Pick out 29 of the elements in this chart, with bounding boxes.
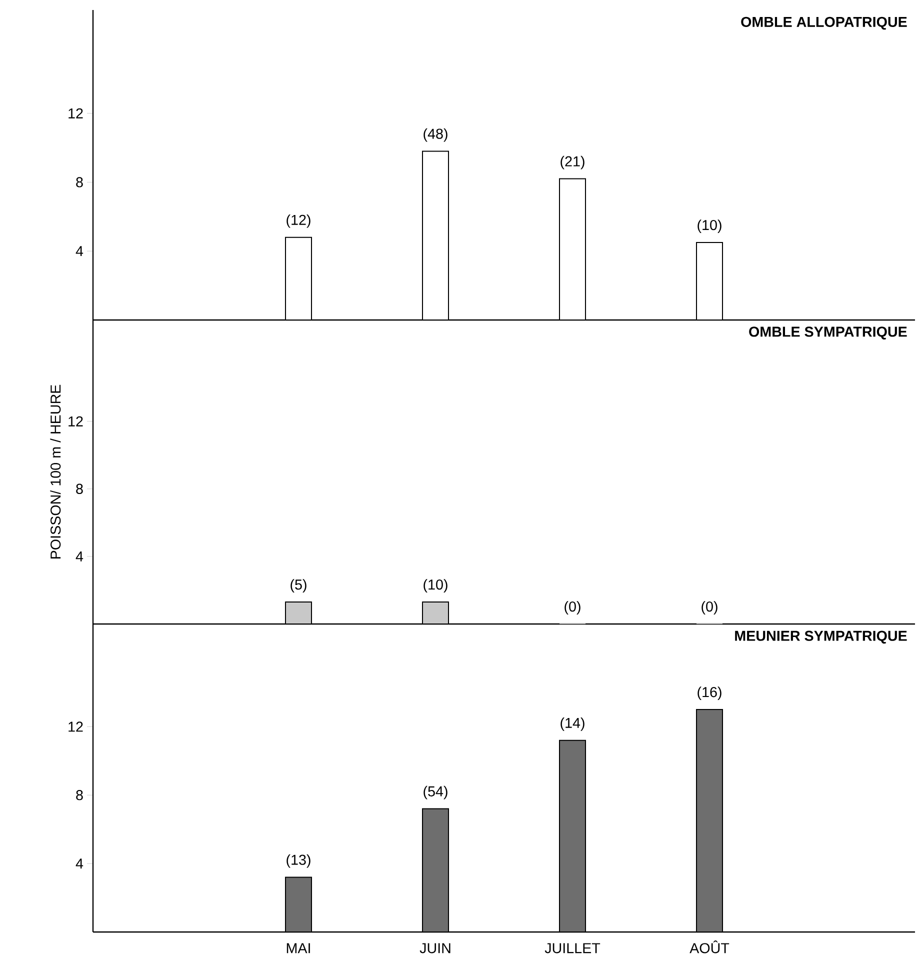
annotation: (16) [698, 686, 722, 700]
y-tick-label: 8 [76, 790, 83, 800]
annotation: (14) [560, 717, 584, 731]
x-tick-label: MAI [286, 943, 310, 954]
y-tick-label: 8 [76, 177, 83, 188]
y-tick-label: 8 [76, 484, 83, 494]
y-axis-title: POISSON/ 100 m / HEURE [50, 384, 61, 559]
annotation: (5) [290, 579, 306, 593]
y-tick-label: 4 [76, 858, 84, 868]
x-tick-label: AOÛT [690, 940, 730, 954]
y-tick-label: 12 [68, 722, 83, 732]
annotation: (0) [564, 601, 580, 614]
y-tick-label: 4 [76, 551, 84, 562]
annotation: (12) [286, 214, 310, 228]
chart-title: MEUNIER SYMPATRIQUE [735, 630, 907, 644]
annotation: (48) [424, 128, 448, 142]
annotation: (54) [424, 786, 448, 800]
annotation: (13) [286, 854, 310, 868]
y-tick-label: 12 [68, 108, 83, 118]
x-tick-label: JUIN [420, 943, 450, 954]
chart-title: OMBLE ALLOPATRIQUE [741, 16, 907, 30]
annotation: (0) [702, 601, 718, 614]
x-tick-label: JUILLET [544, 943, 600, 954]
chart-title: OMBLE SYMPATRIQUE [749, 326, 907, 340]
annotation: (10) [698, 220, 722, 233]
annotation: (10) [424, 579, 448, 593]
y-tick-label: 12 [68, 416, 83, 426]
annotation: (21) [560, 156, 584, 170]
y-tick-label: 4 [76, 246, 84, 256]
